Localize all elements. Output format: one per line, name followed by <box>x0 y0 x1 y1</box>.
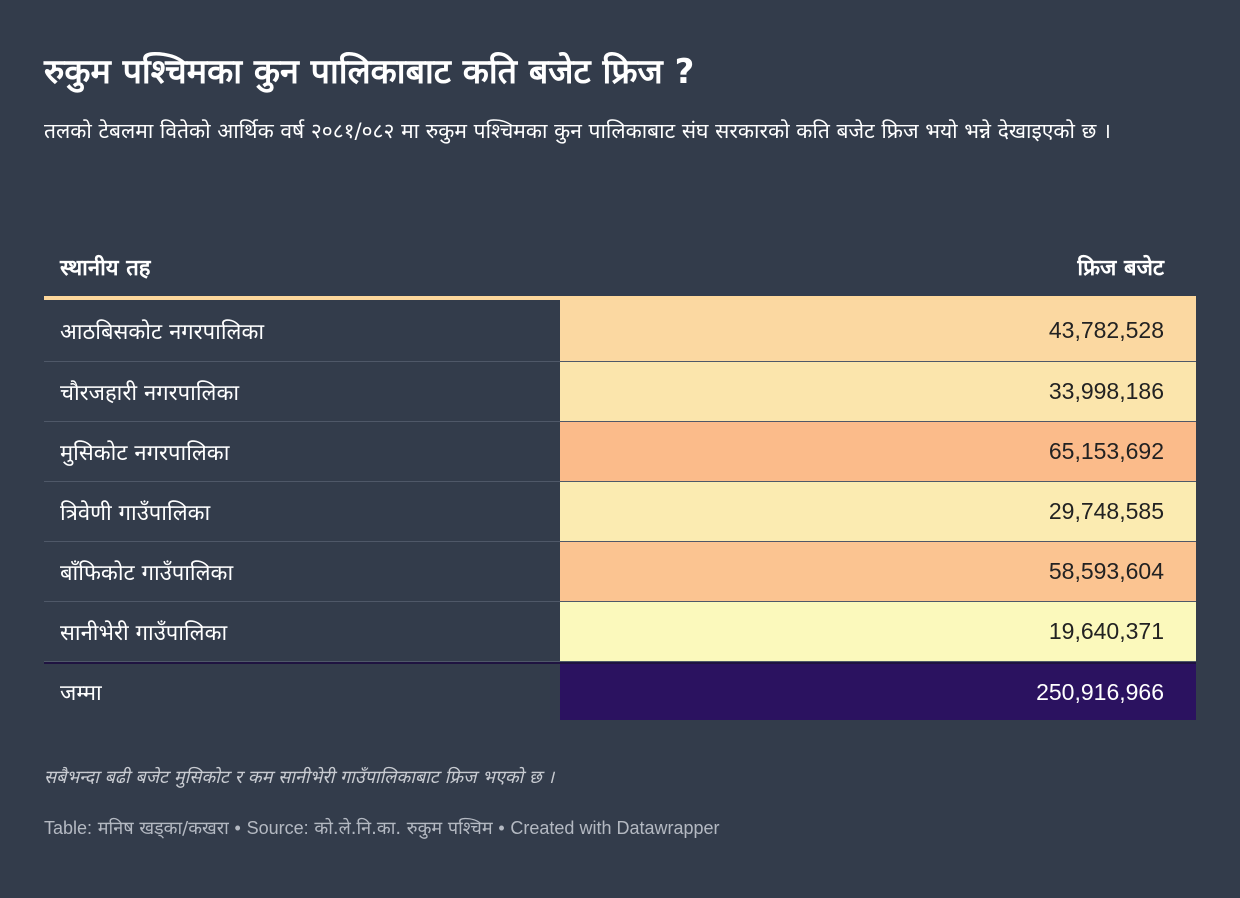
table-row: मुसिकोट नगरपालिका 65,153,692 <box>44 422 1196 482</box>
footer-credit: Table: मनिष खड्का/कखरा • Source: को.ले.न… <box>44 816 720 840</box>
row-value: 19,640,371 <box>560 602 1196 661</box>
total-row: जम्मा 250,916,966 <box>44 662 1196 720</box>
table-row: सानीभेरी गाउँपालिका 19,640,371 <box>44 602 1196 662</box>
row-name: आठबिसकोट नगरपालिका <box>60 319 265 345</box>
datawrapper-link[interactable]: Created with Datawrapper <box>510 818 720 838</box>
source-label: Source: <box>246 818 309 838</box>
chart-description: तलको टेबलमा वितेको आर्थिक वर्ष २०८१/०८२ … <box>44 119 1111 143</box>
row-name: त्रिवेणी गाउँपालिका <box>60 500 211 526</box>
table-row: त्रिवेणी गाउँपालिका 29,748,585 <box>44 482 1196 542</box>
separator: • <box>498 818 505 838</box>
chart-title: रुकुम पश्चिमका कुन पालिकाबाट कति बजेट फ्… <box>44 52 695 92</box>
table-row: बाँफिकोट गाउँपालिका 58,593,604 <box>44 542 1196 602</box>
header: रुकुम पश्चिमका कुन पालिकाबाट कति बजेट फ्… <box>44 50 1196 146</box>
table-row: चौरजहारी नगरपालिका 33,998,186 <box>44 362 1196 422</box>
table-row: आठबिसकोट नगरपालिका 43,782,528 <box>44 300 1196 362</box>
budget-table: स्थानीय तह फ्रिज बजेट आठबिसकोट नगरपालिका… <box>44 238 1196 720</box>
credit-author: मनिष खड्का/कखरा <box>97 818 229 839</box>
column-header-frozen-budget[interactable]: फ्रिज बजेट <box>1077 256 1164 281</box>
total-value: 250,916,966 <box>560 664 1196 720</box>
column-header-local-level[interactable]: स्थानीय तह <box>60 256 151 281</box>
row-name: बाँफिकोट गाउँपालिका <box>60 560 234 586</box>
footer-note: सबैभन्दा बढी बजेट मुसिकोट र कम सानीभेरी … <box>44 767 555 788</box>
row-name: सानीभेरी गाउँपालिका <box>60 620 228 646</box>
row-value: 29,748,585 <box>560 482 1196 541</box>
table-header: स्थानीय तह फ्रिज बजेट <box>44 238 1196 300</box>
row-value: 43,782,528 <box>560 300 1196 361</box>
row-value: 33,998,186 <box>560 362 1196 421</box>
total-label: जम्मा <box>60 681 102 706</box>
separator: • <box>234 818 241 838</box>
credit-label: Table: <box>44 818 93 838</box>
row-value: 65,153,692 <box>560 422 1196 481</box>
source-link[interactable]: को.ले.नि.का. रुकुम पश्चिम <box>314 818 493 839</box>
row-value: 58,593,604 <box>560 542 1196 601</box>
row-name: मुसिकोट नगरपालिका <box>60 440 230 466</box>
row-name: चौरजहारी नगरपालिका <box>60 380 240 406</box>
